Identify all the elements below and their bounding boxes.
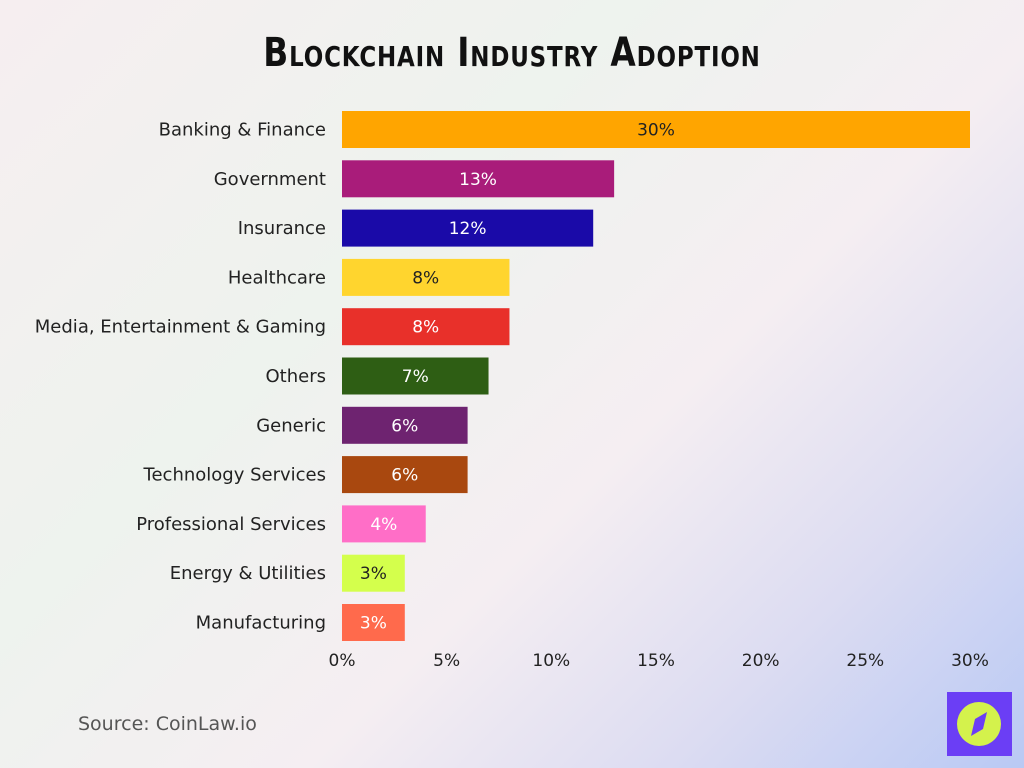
x-tick-label: 5% (433, 651, 460, 671)
bar (342, 357, 489, 395)
x-tick-label: 30% (951, 651, 989, 671)
x-tick-label: 20% (742, 651, 780, 671)
bar (342, 160, 615, 198)
category-label: Others (266, 366, 327, 387)
category-label: Professional Services (136, 514, 326, 535)
bar (342, 308, 510, 346)
bar (342, 258, 510, 296)
category-label: Banking & Finance (159, 120, 326, 141)
data-label: 8% (412, 268, 439, 288)
data-label: 8% (412, 318, 439, 338)
category-label: Energy & Utilities (170, 563, 326, 584)
data-label: 6% (391, 416, 418, 436)
data-label: 7% (402, 367, 429, 387)
data-label: 30% (637, 121, 675, 141)
category-label: Media, Entertainment & Gaming (35, 317, 326, 338)
x-tick-label: 10% (532, 651, 570, 671)
data-label: 3% (360, 564, 387, 584)
bar (342, 209, 594, 247)
x-tick-label: 25% (846, 651, 884, 671)
data-label: 4% (370, 515, 397, 535)
bar (342, 111, 970, 148)
category-label: Insurance (238, 218, 326, 239)
data-label: 13% (459, 170, 497, 190)
bar (342, 554, 405, 592)
bar (342, 604, 405, 641)
category-label: Manufacturing (196, 613, 326, 634)
category-label: Healthcare (228, 267, 326, 288)
category-label: Generic (256, 415, 326, 436)
compass-icon (957, 702, 1001, 746)
category-label: Government (214, 169, 326, 190)
category-label: Technology Services (143, 465, 326, 486)
source-text: Source: CoinLaw.io (78, 713, 257, 735)
data-label: 6% (391, 466, 418, 486)
bar (342, 406, 468, 444)
x-tick-label: 15% (637, 651, 675, 671)
bar (342, 456, 468, 494)
chart-title: Blockchain Industry Adoption (263, 30, 761, 76)
data-label: 12% (449, 219, 487, 239)
logo (947, 692, 1012, 756)
data-label: 3% (360, 614, 387, 634)
x-tick-label: 0% (329, 651, 356, 671)
bar (342, 505, 426, 543)
